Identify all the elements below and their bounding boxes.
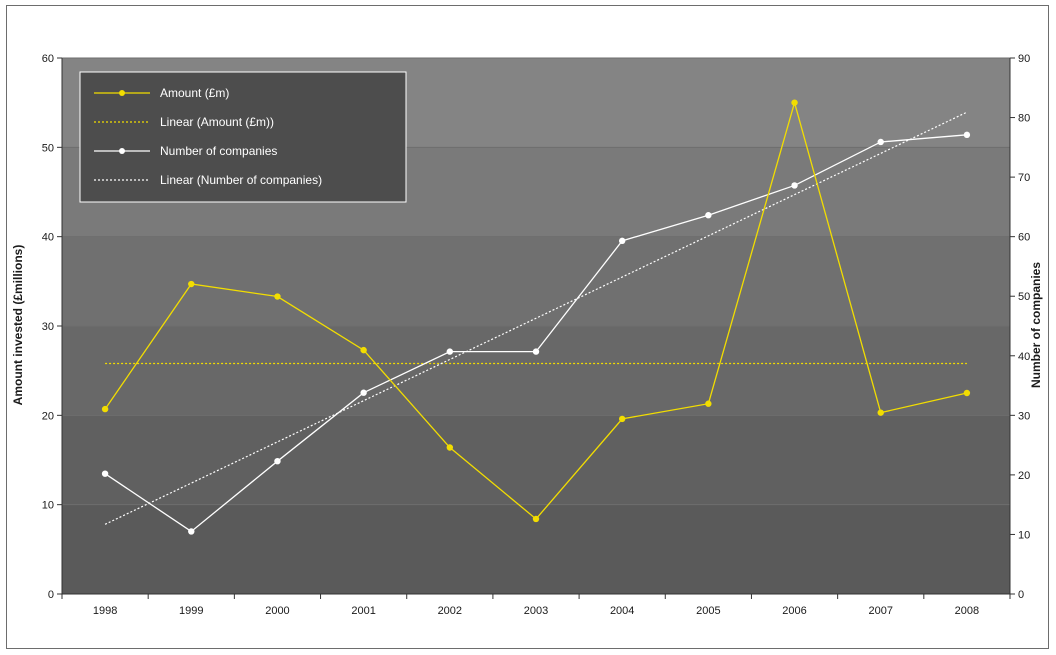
plot-band xyxy=(62,237,1010,326)
y-axis-right-title: Number of companies xyxy=(1029,262,1043,388)
plot-band xyxy=(62,415,1010,504)
point-number-of-companies-2008 xyxy=(964,132,970,138)
point-number-of-companies-2003 xyxy=(533,348,539,354)
y-right-tick-label: 20 xyxy=(1018,470,1030,482)
point-amount-m-2003 xyxy=(533,516,539,522)
x-tick-label: 2005 xyxy=(696,605,720,617)
y-left-tick-label: 40 xyxy=(42,232,54,244)
x-tick-label: 2007 xyxy=(868,605,892,617)
y-right-tick-label: 30 xyxy=(1018,410,1030,422)
point-number-of-companies-1998 xyxy=(102,470,108,476)
y-left-tick-label: 30 xyxy=(42,321,54,333)
legend-marker-amount xyxy=(119,90,125,96)
y-left-tick-label: 0 xyxy=(48,589,54,601)
point-number-of-companies-2001 xyxy=(360,390,366,396)
x-tick-label: 2003 xyxy=(524,605,548,617)
x-tick-label: 1999 xyxy=(179,605,203,617)
x-tick-label: 2002 xyxy=(438,605,462,617)
y-left-tick-label: 60 xyxy=(42,53,54,65)
point-amount-m-1998 xyxy=(102,406,108,412)
legend-label-amount: Amount (£m) xyxy=(160,86,229,100)
y-axis-left-title: Amount invested (£millions) xyxy=(11,245,25,406)
point-number-of-companies-2007 xyxy=(878,139,884,145)
point-number-of-companies-2002 xyxy=(447,348,453,354)
point-amount-m-2008 xyxy=(964,390,970,396)
y-right-tick-label: 60 xyxy=(1018,232,1030,244)
point-amount-m-1999 xyxy=(188,281,194,287)
point-amount-m-2006 xyxy=(791,99,797,105)
legend-label-linear-companies: Linear (Number of companies) xyxy=(160,173,322,187)
y-right-tick-label: 0 xyxy=(1018,589,1024,601)
plot-band xyxy=(62,326,1010,415)
legend-label-companies: Number of companies xyxy=(160,144,277,158)
point-number-of-companies-2006 xyxy=(791,182,797,188)
point-amount-m-2000 xyxy=(274,293,280,299)
legend-marker-companies xyxy=(119,148,125,154)
y-right-tick-label: 10 xyxy=(1018,529,1030,541)
x-tick-label: 1998 xyxy=(93,605,117,617)
y-left-tick-label: 10 xyxy=(42,500,54,512)
x-tick-label: 2000 xyxy=(265,605,289,617)
x-tick-label: 2004 xyxy=(610,605,634,617)
y-left-tick-label: 50 xyxy=(42,142,54,154)
y-right-tick-label: 90 xyxy=(1018,53,1030,65)
point-amount-m-2004 xyxy=(619,416,625,422)
x-tick-label: 2008 xyxy=(955,605,979,617)
point-amount-m-2002 xyxy=(447,444,453,450)
point-number-of-companies-2004 xyxy=(619,238,625,244)
point-number-of-companies-2005 xyxy=(705,212,711,218)
point-amount-m-2005 xyxy=(705,401,711,407)
x-tick-label: 2006 xyxy=(782,605,806,617)
point-amount-m-2007 xyxy=(878,409,884,415)
legend-label-linear-amount: Linear (Amount (£m)) xyxy=(160,115,274,129)
x-tick-label: 2001 xyxy=(351,605,375,617)
point-amount-m-2001 xyxy=(360,347,366,353)
legend: Amount (£m) Linear (Amount (£m)) Number … xyxy=(80,72,406,202)
y-left-tick-label: 20 xyxy=(42,410,54,422)
y-right-tick-label: 70 xyxy=(1018,172,1030,184)
point-number-of-companies-1999 xyxy=(188,528,194,534)
y-right-tick-label: 80 xyxy=(1018,113,1030,125)
point-number-of-companies-2000 xyxy=(274,458,280,464)
